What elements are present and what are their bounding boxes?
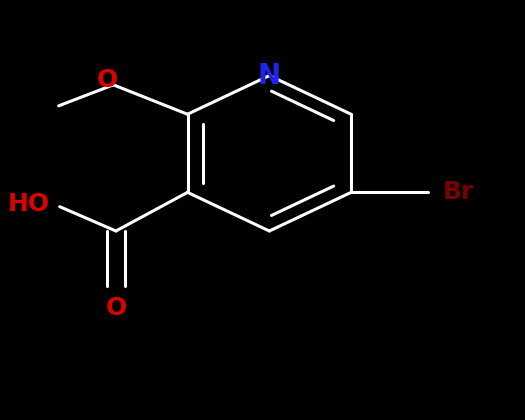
Text: N: N (258, 62, 281, 89)
Text: Br: Br (443, 180, 475, 205)
Text: HO: HO (7, 192, 49, 216)
Text: O: O (97, 68, 118, 92)
Text: O: O (106, 296, 127, 320)
